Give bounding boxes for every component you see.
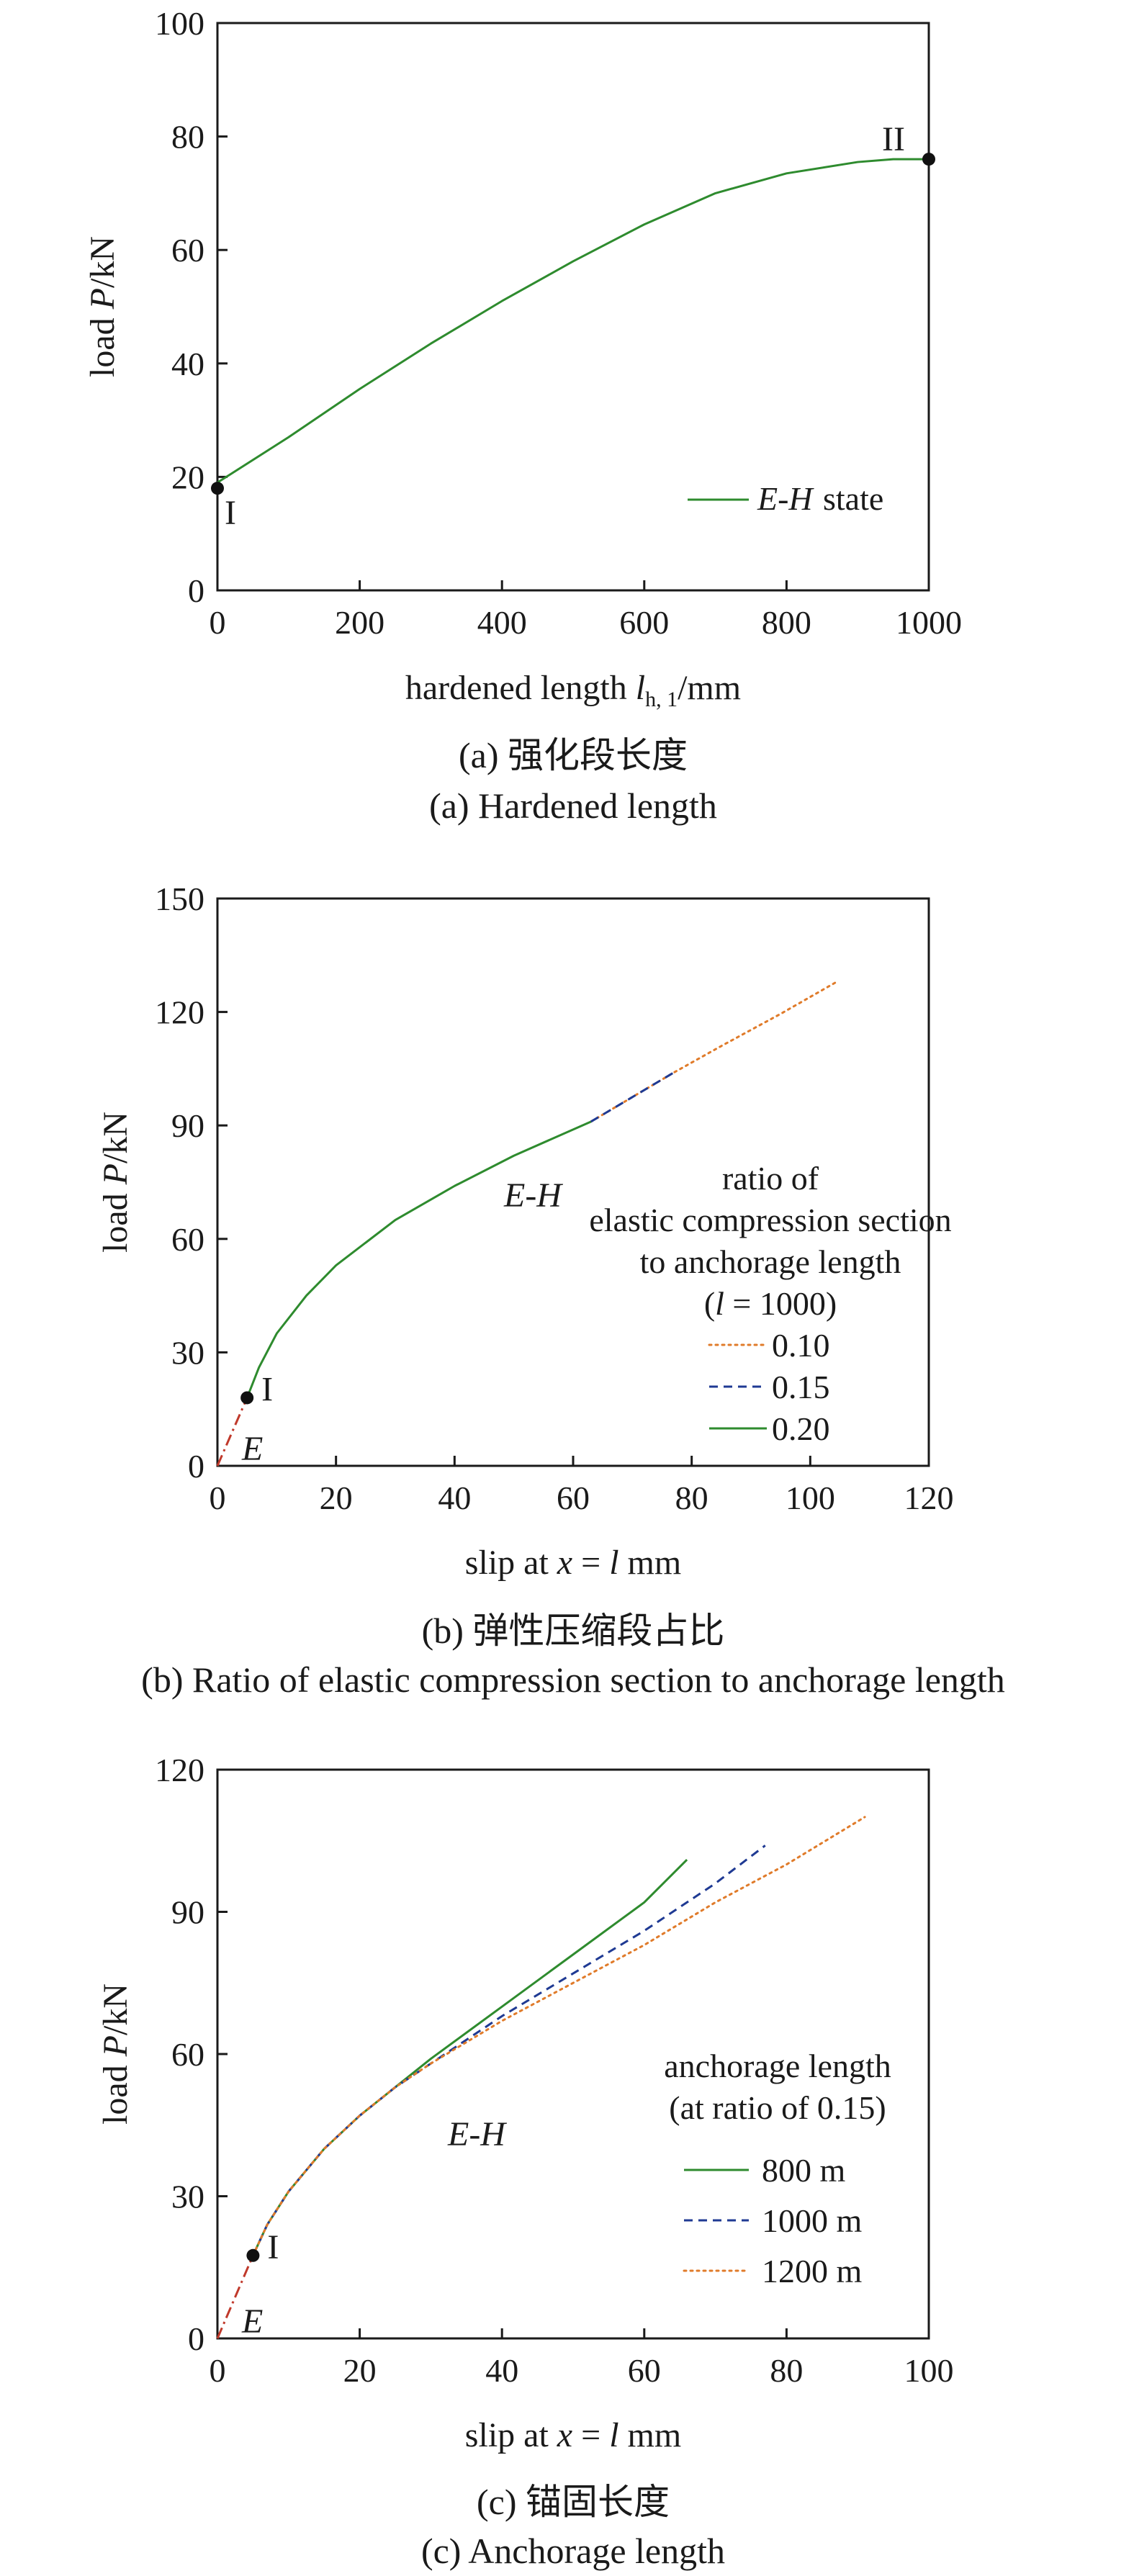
annotation-eh: E-H [447,2115,507,2153]
series-line-800-m [252,1859,688,2256]
y-tick-label: 40 [171,346,204,382]
x-axis-label: slip at x = l mm [465,1544,681,1582]
legend-label-suffix: state [823,480,883,517]
legend: ratio of elastic compression section to … [589,1160,951,1447]
elastic-segment-line [216,2255,254,2339]
x-tick-label: 40 [438,1480,471,1516]
series-layer [216,1816,866,2339]
point-layer: I [246,2228,279,2266]
series-layer [216,981,838,1467]
x-tick-label: 200 [335,604,384,641]
y-tick-label: 60 [171,2036,204,2073]
legend: E-H state [688,480,883,517]
legend-label-0.15: 0.15 [772,1369,830,1405]
x-tick-label: 800 [762,604,811,641]
x-tick-label: 60 [557,1480,590,1516]
x-axis-label: hardened length lh, 1/mm [405,669,741,711]
annotation-e: E [241,2302,263,2341]
y-tick-label: 30 [171,1334,204,1371]
x-axis-label: slip at x = l mm [465,2416,681,2454]
x-tick-label: 100 [904,2352,954,2389]
x-tick-label: 100 [786,1480,835,1516]
y-tick-label: 60 [171,1221,204,1258]
tick-layer: 0 200 400 600 800 1000 0 20 40 60 80 100 [155,5,962,641]
y-tick-label: 20 [171,459,204,495]
legend-label-1000: 1000 m [762,2202,863,2239]
caption-cn: (c) 锚固长度 [477,2482,670,2522]
point-marker-I [240,1391,254,1405]
point-label-I: I [267,2228,279,2266]
elastic-segment-line [216,1397,248,1467]
annotation-e: E [241,1430,263,1468]
annotation-eh: E-H [503,1176,563,1215]
y-axis-label: load P/kN [96,1112,135,1253]
x-tick-label: 0 [210,1480,226,1516]
point-marker-I [246,2248,260,2262]
legend: anchorage length (at ratio of 0.15) 800 … [664,2048,891,2289]
series-layer [217,158,929,484]
y-axis-label: load P/kN [84,236,122,377]
y-axis-label: load P/kN [96,1983,135,2125]
y-tick-label: 30 [171,2179,204,2215]
point-label-II: II [882,120,905,158]
series-line-0.15 [590,1071,675,1123]
y-tick-label: 90 [171,1107,204,1144]
caption-en: (c) Anchorage length [421,2531,725,2571]
y-tick-label: 80 [171,119,204,156]
x-tick-label: 20 [343,2352,377,2389]
point-marker-II [922,153,935,166]
x-tick-label: 120 [904,1480,954,1516]
series-line-0.20 [246,1120,592,1398]
x-tick-label: 0 [210,604,226,641]
tick-layer: 0 20 40 60 80 100 0 30 60 90 120 [155,1752,954,2389]
series-line-E-H-state [217,158,929,484]
series-line-1200-m [251,1816,866,2257]
legend-title-2: elastic compression section [589,1202,951,1238]
x-tick-label: 600 [619,604,669,641]
x-tick-label: 80 [770,2352,803,2389]
point-marker-I [211,482,224,495]
x-tick-label: 60 [628,2352,661,2389]
panel-b: 0 20 40 60 80 100 120 0 30 60 90 120 150 I E-H E rat… [96,881,1005,1700]
legend-label: E-H [757,480,814,517]
legend-label-1200: 1200 m [762,2253,863,2289]
caption-en: (a) Hardened length [429,785,717,826]
point-label-I: I [261,1370,273,1408]
series-line-0.10 [590,981,838,1123]
caption-cn: (b) 弹性压缩段占比 [422,1611,725,1651]
legend-title-3: to anchorage length [640,1243,901,1280]
plot-frame [216,22,930,592]
tick-layer: 0 20 40 60 80 100 120 0 30 60 90 120 150 [155,881,954,1516]
y-tick-label: 0 [188,572,204,609]
panel-c: 0 20 40 60 80 100 0 30 60 90 120 I E-H E anchorage… [96,1752,954,2571]
x-tick-label: 0 [210,2352,226,2389]
y-tick-label: 60 [171,232,204,269]
legend-label-0.20: 0.20 [772,1410,830,1447]
legend-title-4: (l = 1000) [704,1285,837,1322]
legend-title-2: (at ratio of 0.15) [669,2089,886,2126]
x-tick-label: 80 [675,1480,708,1516]
y-tick-label: 0 [188,2320,204,2357]
legend-title-1: anchorage length [664,2048,891,2084]
x-tick-label: 20 [320,1480,353,1516]
y-tick-label: 120 [155,994,204,1031]
y-tick-label: 100 [155,5,204,42]
y-tick-label: 0 [188,1448,204,1485]
point-layer: III [211,120,935,532]
x-tick-label: 1000 [896,604,962,641]
legend-label-0.10: 0.10 [772,1327,830,1364]
point-layer: I [240,1370,273,1408]
caption-en: (b) Ratio of elastic compression section… [141,1659,1005,1700]
y-tick-label: 120 [155,1752,204,1788]
legend-label-800: 800 m [762,2152,846,2189]
y-tick-label: 90 [171,1894,204,1931]
point-label-I: I [225,494,236,532]
x-tick-label: 400 [477,604,527,641]
y-tick-label: 150 [155,881,204,917]
x-tick-label: 40 [485,2352,518,2389]
legend-title-1: ratio of [722,1160,819,1197]
caption-cn: (a) 强化段长度 [459,735,688,775]
